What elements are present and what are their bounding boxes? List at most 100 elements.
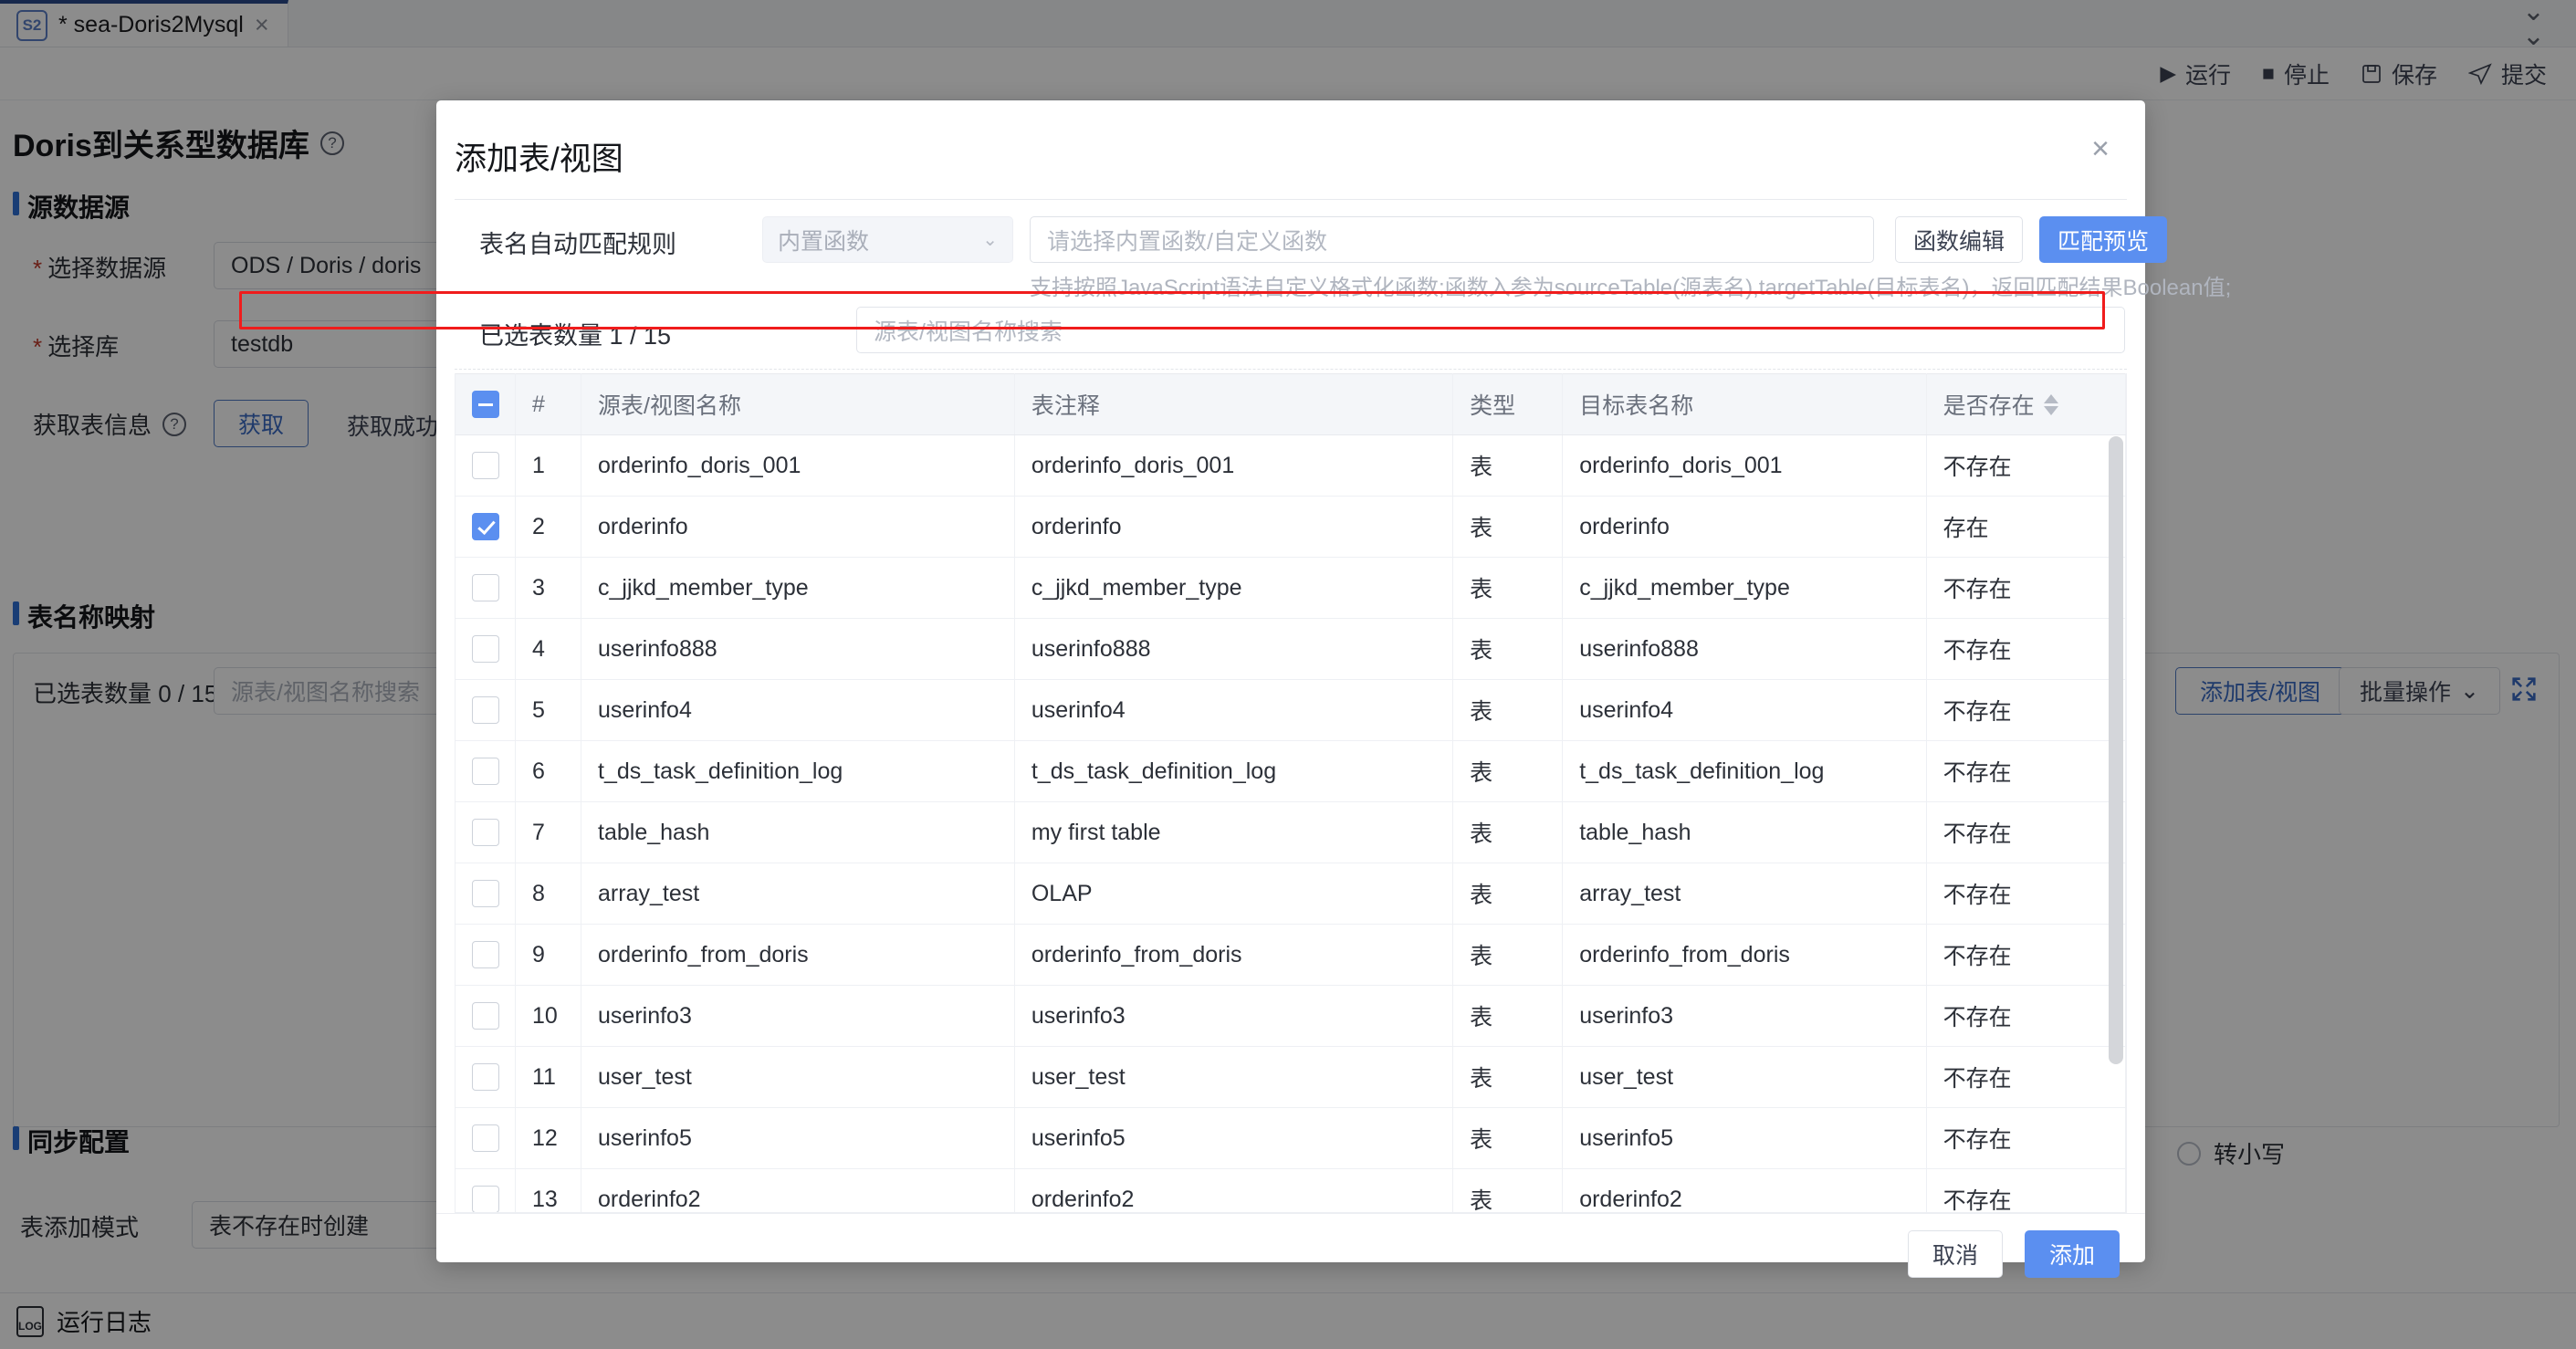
row-checkbox[interactable]: [472, 1186, 499, 1212]
row-checkbox-cell[interactable]: [456, 1046, 516, 1108]
builtin-function-select[interactable]: 内置函数 ⌄: [762, 216, 1013, 263]
status-bar: LOG 运行日志: [0, 1292, 2576, 1349]
submit-button[interactable]: 提交: [2467, 58, 2547, 90]
row-checkbox-cell[interactable]: [456, 985, 516, 1047]
table-row[interactable]: 5 userinfo4 userinfo4 表 userinfo4 不存在: [456, 679, 2126, 741]
function-picker-input[interactable]: 请选择内置函数/自定义函数: [1030, 216, 1874, 263]
row-target: userinfo4: [1562, 679, 1927, 741]
row-source: orderinfo: [581, 496, 1015, 558]
row-checkbox-cell[interactable]: [456, 1168, 516, 1212]
label-table-add-mode: 表添加模式: [20, 1214, 140, 1241]
table-scroll-area[interactable]: # 源表/视图名称 表注释 类型 目标表名称 是否存在: [455, 373, 2127, 1213]
row-checkbox[interactable]: [472, 1063, 499, 1091]
radio-to-lowercase[interactable]: 转小写: [2177, 1136, 2285, 1170]
row-checkbox[interactable]: [472, 880, 499, 907]
paper-plane-icon: [2467, 62, 2492, 85]
row-checkbox-cell[interactable]: [456, 801, 516, 863]
row-type: 表: [1452, 924, 1564, 986]
row-checkbox-cell[interactable]: [456, 863, 516, 925]
row-checkbox-cell[interactable]: [456, 434, 516, 497]
row-checkbox[interactable]: [472, 574, 499, 601]
divider: [455, 369, 2127, 370]
expand-fullscreen-icon[interactable]: [2508, 674, 2539, 712]
row-checkbox[interactable]: [472, 819, 499, 846]
row-index: 4: [515, 618, 582, 680]
section-source-datasource: 源数据源: [13, 188, 130, 225]
row-index: 2: [515, 496, 582, 558]
fetch-button[interactable]: 获取: [214, 400, 309, 447]
row-checkbox-cell[interactable]: [456, 740, 516, 802]
row-checkbox[interactable]: [472, 1002, 499, 1030]
col-exists-header[interactable]: 是否存在: [1926, 373, 2126, 435]
match-preview-button[interactable]: 匹配预览: [2039, 216, 2167, 263]
col-comment-header: 表注释: [1014, 373, 1454, 435]
row-checkbox[interactable]: [472, 1124, 499, 1152]
add-button[interactable]: 添加: [2025, 1229, 2120, 1278]
close-icon[interactable]: ×: [254, 11, 269, 38]
row-type: 表: [1452, 618, 1564, 680]
row-checkbox[interactable]: [472, 635, 499, 663]
table-header-row: # 源表/视图名称 表注释 类型 目标表名称 是否存在: [456, 373, 2126, 435]
row-exists: 不存在: [1926, 1107, 2126, 1169]
row-index: 11: [515, 1046, 582, 1108]
table-row[interactable]: 7 table_hash my first table 表 table_hash 不存在: [456, 801, 2126, 863]
table-row[interactable]: 12 userinfo5 userinfo5 表 userinfo5 不存在: [456, 1107, 2126, 1169]
section-sync-config: 同步配置: [13, 1123, 130, 1159]
dialog-body: 表名自动匹配规则 内置函数 ⌄ 请选择内置函数/自定义函数 函数编辑 匹配预览 …: [436, 199, 2231, 1213]
row-target: table_hash: [1562, 801, 1927, 863]
required-star: *: [33, 333, 43, 361]
row-checkbox-cell[interactable]: [456, 924, 516, 986]
row-checkbox[interactable]: [472, 941, 499, 968]
table-row[interactable]: 9 orderinfo_from_doris orderinfo_from_dori…: [456, 924, 2126, 986]
row-exists: 不存在: [1926, 679, 2126, 741]
table-row[interactable]: 6 t_ds_task_definition_log t_ds_task_defin…: [456, 740, 2126, 802]
row-target: orderinfo2: [1562, 1168, 1927, 1212]
run-log-label[interactable]: 运行日志: [57, 1309, 152, 1336]
play-icon: ▶: [2160, 61, 2177, 85]
select-all-checkbox[interactable]: [472, 391, 499, 418]
script-icon: S2: [16, 9, 47, 41]
table-row[interactable]: 1 orderinfo_doris_001 orderinfo_doris_001 表…: [456, 434, 2126, 497]
row-checkbox[interactable]: [472, 758, 499, 785]
table-row[interactable]: 3 c_jjkd_member_type c_jjkd_member_type 表 c_…: [456, 557, 2126, 619]
run-button[interactable]: ▶ 运行: [2160, 58, 2231, 90]
row-comment: userinfo4: [1014, 679, 1454, 741]
help-icon[interactable]: ?: [319, 131, 344, 155]
row-checkbox[interactable]: [472, 696, 499, 724]
table-row[interactable]: 13 orderinfo2 orderinfo2 表 orderinfo2 不存在: [456, 1168, 2126, 1212]
table-row[interactable]: 10 userinfo3 userinfo3 表 userinfo3 不存在: [456, 985, 2126, 1047]
table-row[interactable]: 11 user_test user_test 表 user_test 不存在: [456, 1046, 2126, 1108]
table-search-input[interactable]: 源表/视图名称搜索: [856, 307, 2125, 353]
select-all-header[interactable]: [456, 373, 516, 435]
stop-button[interactable]: ■ 停止: [2262, 58, 2330, 90]
run-label: 运行: [2185, 62, 2232, 89]
function-edit-button[interactable]: 函数编辑: [1895, 216, 2023, 263]
row-type: 表: [1452, 863, 1564, 925]
table-row[interactable]: 8 array_test OLAP 表 array_test 不存在: [456, 863, 2126, 925]
editor-tab-sea-doris2mysql[interactable]: S2 * sea-Doris2Mysql ×: [0, 0, 288, 47]
row-type: 表: [1452, 496, 1564, 558]
help-icon[interactable]: ?: [162, 412, 187, 436]
row-checkbox-cell[interactable]: [456, 557, 516, 619]
save-button[interactable]: 保存: [2361, 58, 2437, 90]
add-table-view-dialog: 添加表/视图 × 表名自动匹配规则 内置函数 ⌄ 请选择内置函数/自定义函数 函…: [436, 100, 2231, 1278]
close-icon[interactable]: ×: [2091, 131, 2110, 166]
table-scrollbar[interactable]: [2109, 436, 2123, 1212]
row-checkbox[interactable]: [472, 452, 499, 479]
table-row[interactable]: 4 userinfo888 userinfo888 表 userinfo888 不存在: [456, 618, 2126, 680]
sort-arrows-icon[interactable]: [2043, 393, 2058, 415]
row-checkbox-cell[interactable]: [456, 1107, 516, 1169]
batch-operation-button[interactable]: 批量操作 ⌄: [2339, 667, 2500, 715]
chevron-double-down-icon[interactable]: ⌄ ⌄: [2521, 0, 2545, 51]
table-scrollbar-thumb[interactable]: [2109, 436, 2123, 1064]
row-checkbox[interactable]: [472, 513, 499, 540]
row-comment: t_ds_task_definition_log: [1014, 740, 1454, 802]
table-row[interactable]: 2 orderinfo orderinfo 表 orderinfo 存在: [456, 496, 2126, 558]
row-checkbox-cell[interactable]: [456, 496, 516, 558]
col-type-header: 类型: [1452, 373, 1564, 435]
row-exists: 不存在: [1926, 1168, 2126, 1212]
row-checkbox-cell[interactable]: [456, 618, 516, 680]
row-checkbox-cell[interactable]: [456, 679, 516, 741]
row-source: array_test: [581, 863, 1015, 925]
cancel-button[interactable]: 取消: [1908, 1229, 2003, 1278]
